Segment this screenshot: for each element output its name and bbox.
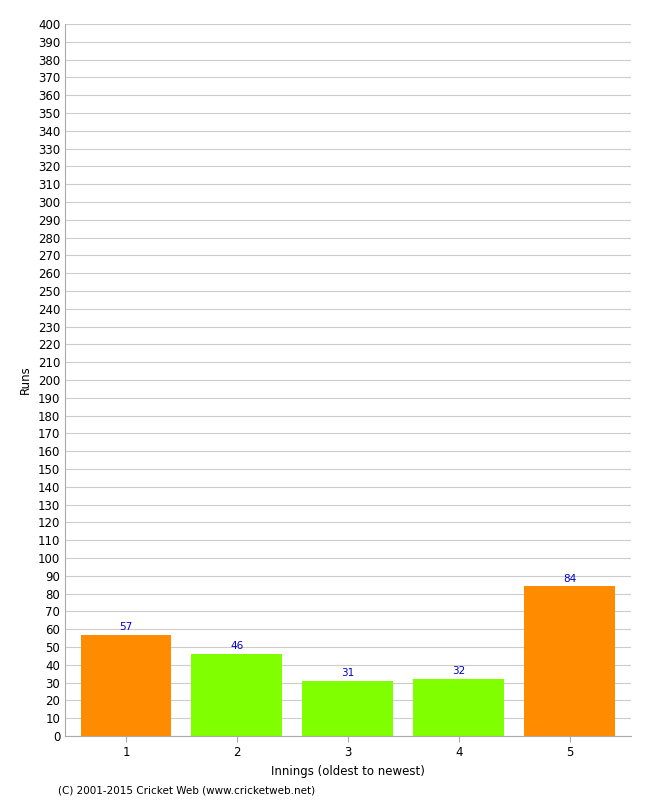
Text: (C) 2001-2015 Cricket Web (www.cricketweb.net): (C) 2001-2015 Cricket Web (www.cricketwe… bbox=[58, 786, 316, 795]
Text: 57: 57 bbox=[120, 622, 133, 632]
Text: 31: 31 bbox=[341, 668, 354, 678]
X-axis label: Innings (oldest to newest): Innings (oldest to newest) bbox=[271, 765, 424, 778]
Y-axis label: Runs: Runs bbox=[20, 366, 32, 394]
Bar bbox=[81, 634, 172, 736]
Bar bbox=[524, 586, 615, 736]
Bar bbox=[191, 654, 282, 736]
Bar bbox=[413, 679, 504, 736]
Text: 32: 32 bbox=[452, 666, 465, 676]
Text: 46: 46 bbox=[230, 642, 244, 651]
Text: 84: 84 bbox=[563, 574, 576, 584]
Bar bbox=[302, 681, 393, 736]
